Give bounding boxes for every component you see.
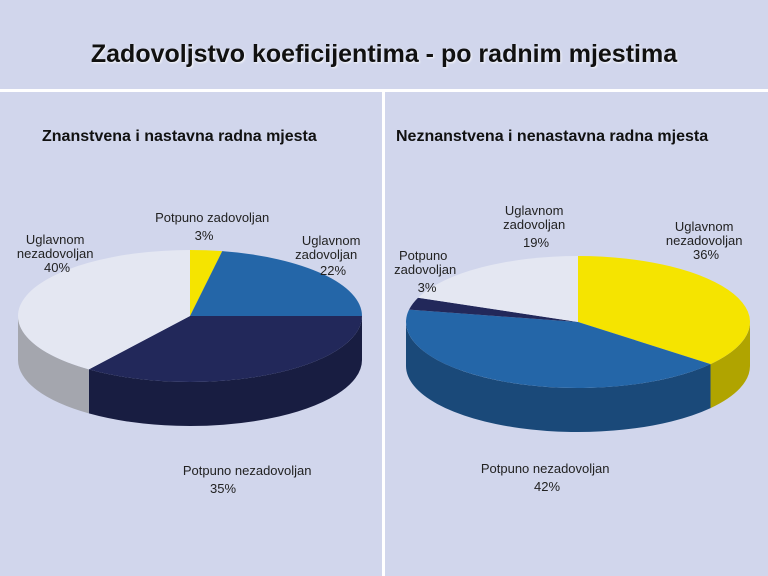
slice-left-uglavnom-nezadovoljan-side <box>18 316 89 414</box>
label-line: Uglavnom <box>26 232 85 247</box>
label-line: Potpuno <box>399 248 447 263</box>
panel-divider <box>382 92 385 576</box>
label-line: Uglavnom <box>302 233 361 248</box>
label-line: Potpuno nezadovoljan <box>481 461 610 476</box>
slice-right-potpuno-nezadovoljan <box>406 309 711 388</box>
label-value: 42% <box>534 479 560 494</box>
label-value: 3% <box>418 280 437 295</box>
label-line: Potpuno nezadovoljan <box>183 463 312 478</box>
slice-left-potpuno-nezadovoljan-side <box>88 316 362 426</box>
label-line: zadovoljan <box>295 247 357 262</box>
label-line: zadovoljan <box>394 262 456 277</box>
label-value: 36% <box>693 247 719 262</box>
label-line: Uglavnom <box>505 203 564 218</box>
label-value: 3% <box>195 228 214 243</box>
slice-left-uglavnom-zadovoljan <box>190 251 362 316</box>
label-left-potpuno-zadovoljan: Potpuno zadovoljan 3% <box>155 210 273 243</box>
label-right-uglavnom-zadovoljan: Uglavnom zadovoljan 19% <box>503 203 569 250</box>
label-right-potpuno-zadovoljan: Potpuno zadovoljan 3% <box>394 248 460 295</box>
label-right-uglavnom-nezadovoljan: Uglavnom nezadovoljan 36% <box>666 219 746 262</box>
slice-right-uglavnom-nezadovoljan <box>578 256 750 365</box>
left-pie-chart <box>18 250 362 426</box>
label-right-potpuno-nezadovoljan: Potpuno nezadovoljan 42% <box>481 461 613 494</box>
slide-title: Zadovoljstvo koeficijentima - po radnim … <box>90 40 678 68</box>
label-value: 35% <box>210 481 236 496</box>
label-value: 22% <box>320 263 346 278</box>
slice-right-potpuno-nezadovoljan-side <box>406 322 711 432</box>
label-line: Potpuno zadovoljan <box>155 210 269 225</box>
label-line: nezadovoljan <box>666 233 743 248</box>
label-left-potpuno-nezadovoljan: Potpuno nezadovoljan 35% <box>183 463 315 496</box>
left-chart-title: Znanstvena i nastavna radna mjesta <box>42 128 317 145</box>
label-value: 40% <box>44 260 70 275</box>
label-left-uglavnom-zadovoljan: Uglavnom zadovoljan 22% <box>295 233 364 278</box>
slice-left-potpuno-zadovoljan <box>190 250 223 316</box>
slice-left-uglavnom-nezadovoljan <box>18 250 191 370</box>
label-line: zadovoljan <box>503 217 565 232</box>
slice-right-uglavnom-zadovoljan <box>418 256 578 322</box>
slice-right-potpuno-zadovoljan <box>409 297 578 322</box>
label-left-uglavnom-nezadovoljan: Uglavnom nezadovoljan 40% <box>17 232 97 275</box>
label-line: nezadovoljan <box>17 246 94 261</box>
label-value: 19% <box>523 235 549 250</box>
label-line: Uglavnom <box>675 219 734 234</box>
slice-left-potpuno-nezadovoljan <box>88 316 362 382</box>
right-chart-title: Neznanstvena i nenastavna radna mjesta <box>396 128 709 145</box>
title-divider <box>0 89 768 92</box>
slice-right-uglavnom-nezadovoljan-side <box>710 322 750 409</box>
